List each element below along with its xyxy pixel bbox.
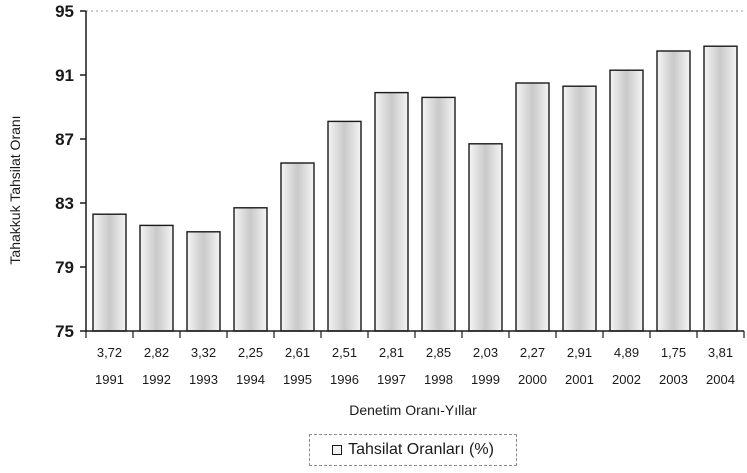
bar-1995: [280, 162, 315, 332]
x-tick-label-rate: 3,81: [708, 345, 733, 360]
bar-1998: [421, 96, 456, 332]
x-tick-label-rate: 3,72: [97, 345, 122, 360]
x-tick-label-year: 1999: [471, 372, 500, 387]
x-tick-label-rate: 2,03: [473, 345, 498, 360]
x-tick-label-year: 1996: [330, 372, 359, 387]
legend-swatch: [332, 445, 343, 455]
x-tick-label-year: 1991: [95, 372, 124, 387]
bar-1999: [468, 143, 503, 332]
x-axis-title: Denetim Oranı-Yıllar: [349, 402, 477, 418]
bar-1991: [92, 213, 127, 332]
y-tick-label: 79: [55, 258, 74, 277]
bar-2004: [703, 45, 738, 332]
x-tick-label-year: 1997: [377, 372, 406, 387]
x-tick-label-year: 1993: [189, 372, 218, 387]
x-tick-label-rate: 2,61: [285, 345, 310, 360]
bars-layer: [92, 45, 738, 332]
bar-1993: [186, 231, 221, 332]
bar-1992: [139, 224, 174, 332]
y-tick-label: 75: [55, 322, 74, 341]
x-tick-label-rate: 2,51: [332, 345, 357, 360]
x-tick-label-rate: 2,82: [144, 345, 169, 360]
x-tick-label-year: 2001: [565, 372, 594, 387]
x-tick-label-rate: 3,32: [191, 345, 216, 360]
x-tick-label-rate: 2,25: [238, 345, 263, 360]
bar-1994: [233, 207, 268, 332]
x-tick-label-rate: 2,81: [379, 345, 404, 360]
axes-layer: [80, 10, 745, 338]
x-tick-label-year: 2000: [518, 372, 547, 387]
y-tick-label: 95: [55, 2, 74, 21]
x-tick-label-rate: 2,85: [426, 345, 451, 360]
x-tick-label-year: 1995: [283, 372, 312, 387]
bar-1997: [374, 91, 409, 332]
bar-2000: [515, 82, 550, 332]
x-tick-label-year: 2002: [612, 372, 641, 387]
labels-layer: 75 79 83 87 91 95 3,72 1991 2,82 1992 3,32 1993 2,25…: [55, 2, 735, 387]
x-tick-label-rate: 2,91: [567, 345, 592, 360]
x-tick-label-rate: 4,89: [614, 345, 639, 360]
y-tick-label: 91: [55, 66, 74, 85]
x-tick-label-rate: 2,27: [520, 345, 545, 360]
y-axis-title: Tahakkuk Tahsilat Oranı: [7, 115, 23, 264]
x-tick-label-year: 1998: [424, 372, 453, 387]
y-tick-label: 87: [55, 130, 74, 149]
x-tick-label-rate: 1,75: [661, 345, 686, 360]
x-tick-label-year: 1994: [236, 372, 265, 387]
bar-2003: [656, 50, 691, 332]
x-tick-label-year: 1992: [142, 372, 171, 387]
x-tick-label-year: 2003: [659, 372, 688, 387]
x-tick-label-year: 2004: [706, 372, 735, 387]
bar-2001: [562, 85, 597, 332]
legend: Tahsilat Oranları (%): [309, 434, 517, 466]
bar-2002: [609, 69, 644, 332]
y-tick-label: 83: [55, 194, 74, 213]
legend-label: Tahsilat Oranları (%): [348, 441, 494, 458]
bar-1996: [327, 120, 362, 332]
